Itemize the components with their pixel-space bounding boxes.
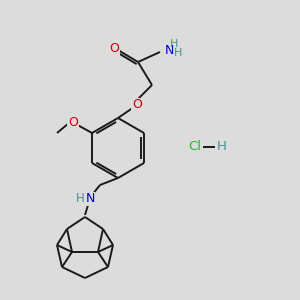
Text: O: O — [132, 98, 142, 112]
Text: H: H — [76, 191, 84, 205]
Text: H: H — [170, 39, 178, 49]
Text: Cl: Cl — [188, 140, 202, 154]
Text: H: H — [174, 48, 182, 58]
Text: H: H — [217, 140, 227, 154]
Text: N: N — [85, 193, 95, 206]
Text: O: O — [68, 116, 78, 128]
Text: O: O — [109, 43, 119, 56]
Text: N: N — [164, 44, 174, 56]
